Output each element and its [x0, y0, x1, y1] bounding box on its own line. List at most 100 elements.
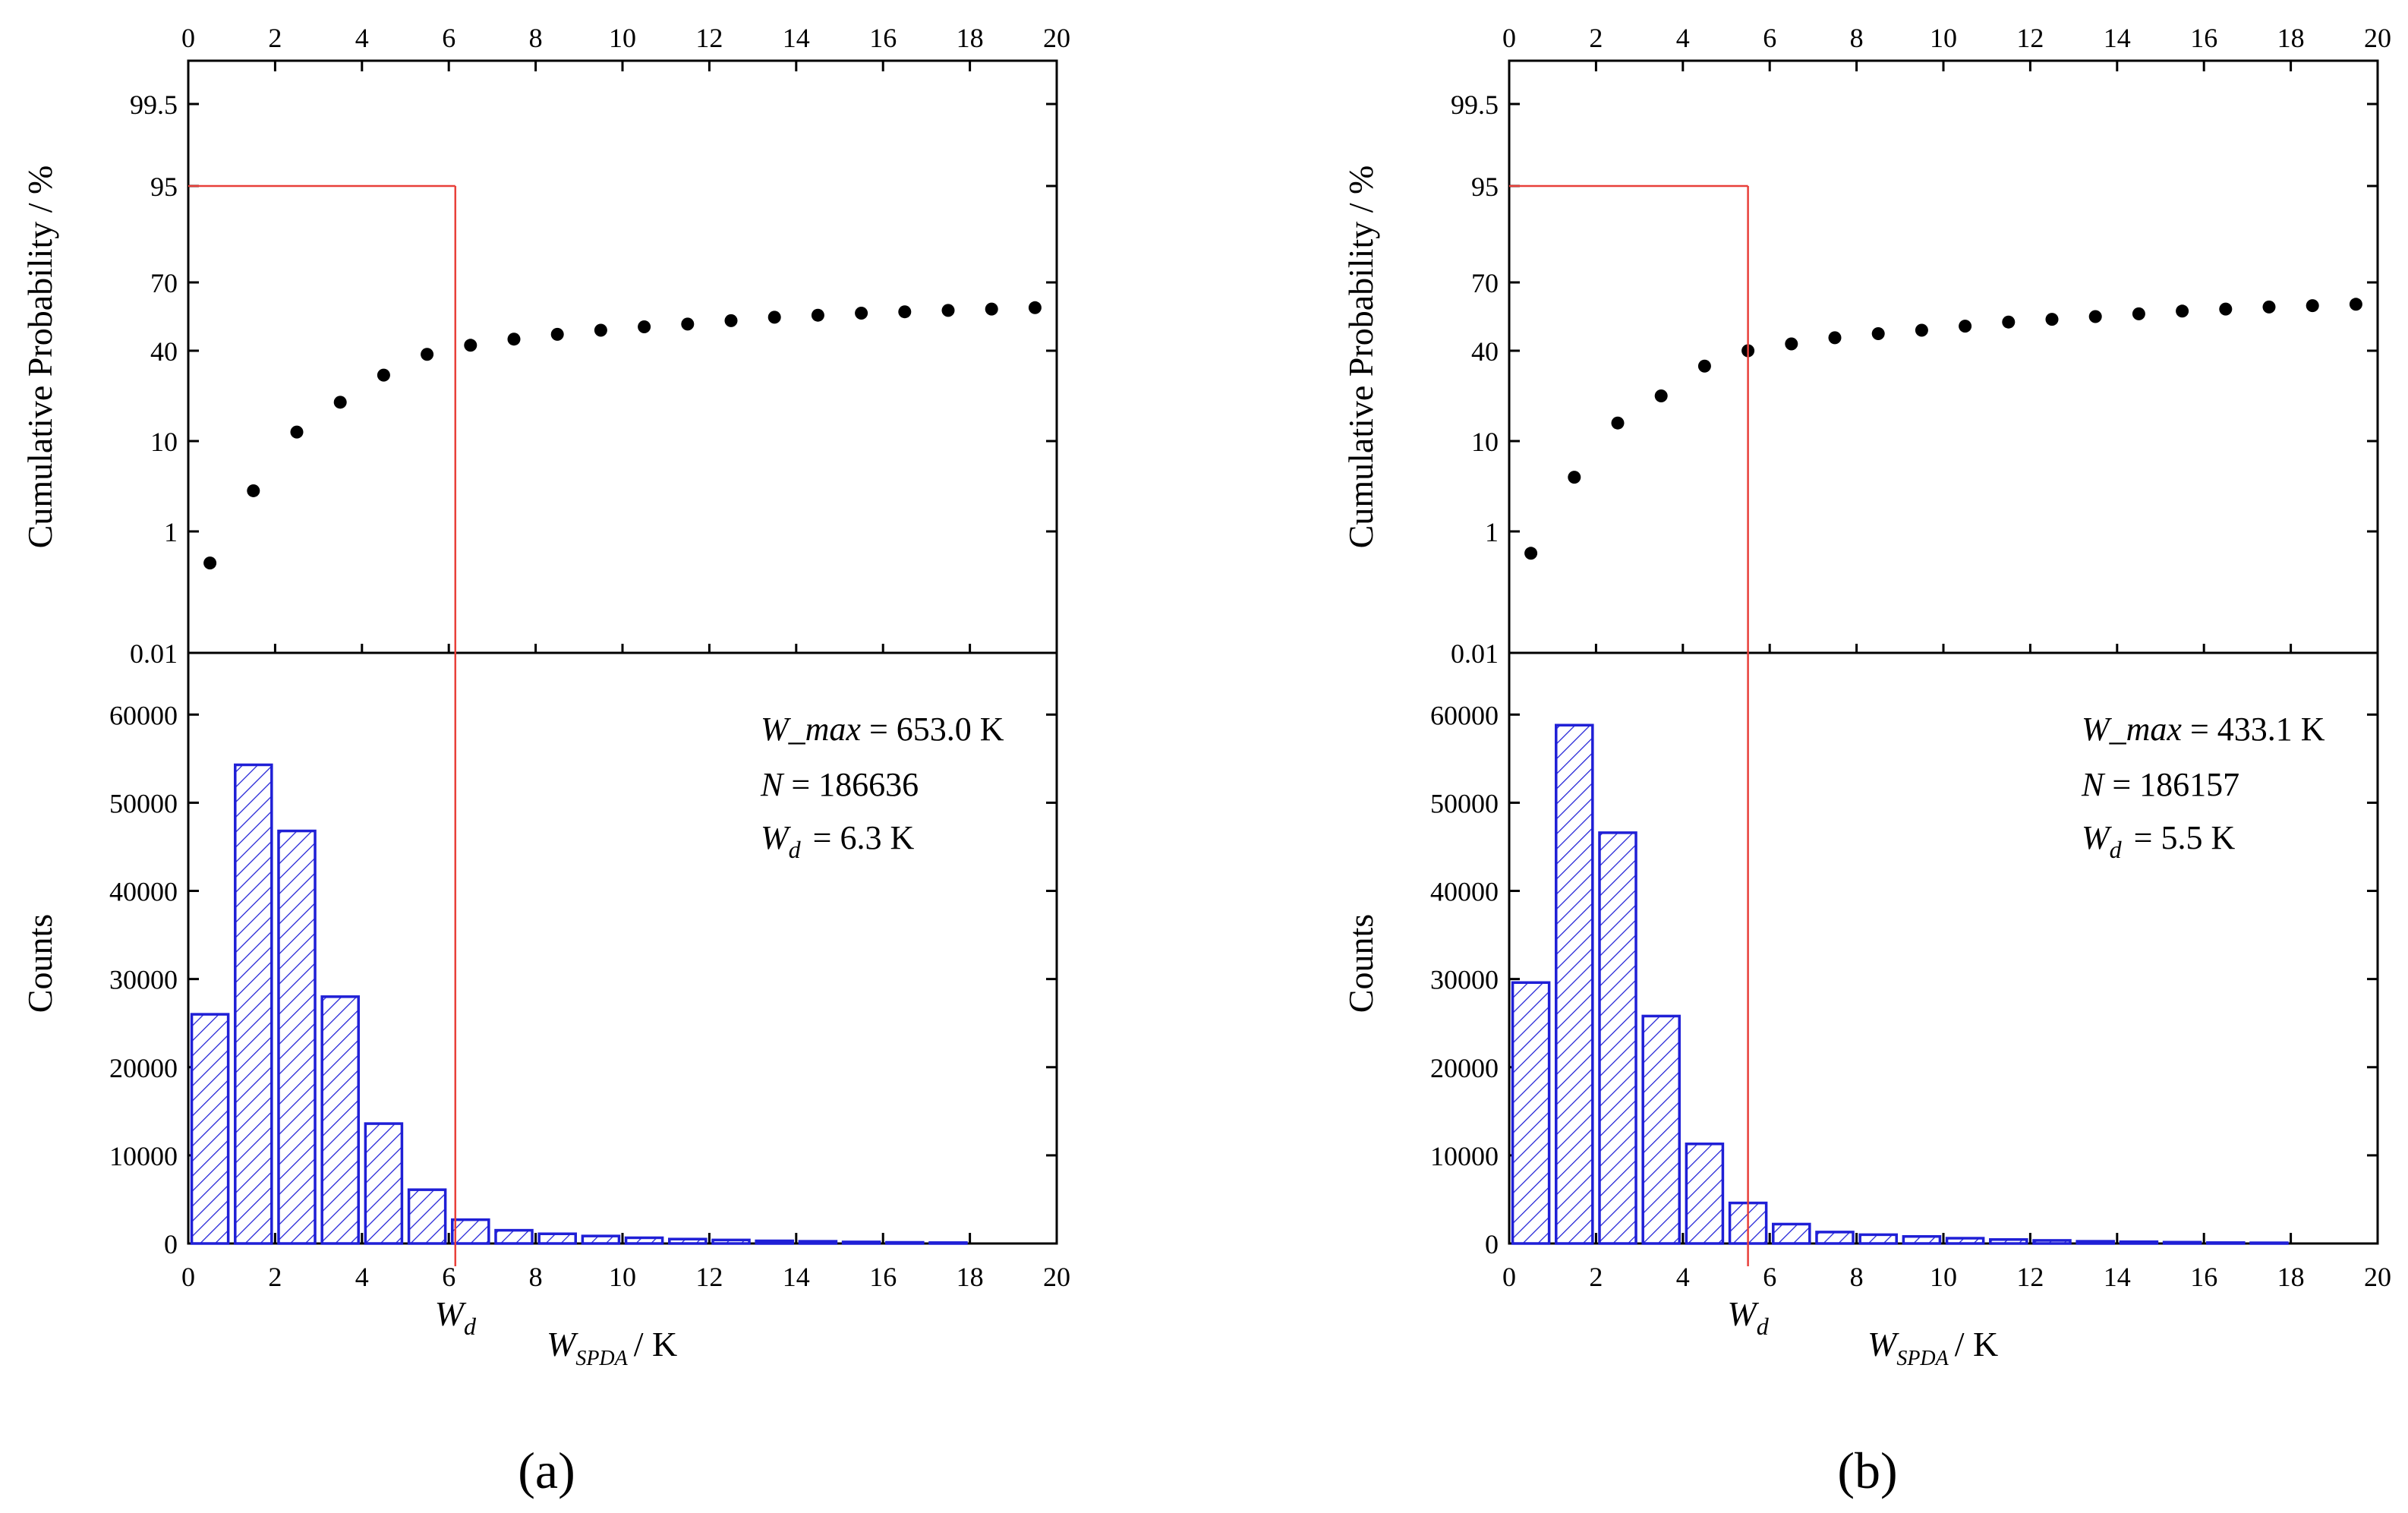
histogram-bar [190, 1013, 230, 1245]
top-x-tick-label: 12 [695, 23, 723, 53]
histogram-bar [624, 1236, 664, 1245]
histogram-y-axis-title: Counts [20, 914, 59, 1013]
bottom-x-tick-label: 2 [268, 1262, 282, 1292]
cumulative-y-tick-label: 95 [1471, 172, 1499, 202]
bottom-x-tick-label: 8 [529, 1262, 543, 1292]
cumulative-point [1524, 547, 1538, 560]
cumulative-point [550, 327, 564, 341]
bottom-x-tick-label: 12 [695, 1262, 723, 1292]
cumulative-y-tick-label: 70 [1471, 268, 1499, 298]
histogram-y-tick-label: 0 [164, 1229, 178, 1259]
histogram-y-tick-label: 0 [1485, 1229, 1499, 1259]
histogram-bar [668, 1237, 708, 1245]
annotation-wd: Wd = 5.5 K [2082, 819, 2235, 863]
chart-panel-b: 002244668810101212141416161818202099.595… [1341, 23, 2391, 1499]
cumulative-point [2219, 302, 2233, 316]
cumulative-point [333, 396, 347, 409]
cumulative-point [1785, 337, 1798, 351]
top-x-tick-label: 18 [2277, 23, 2305, 53]
histogram-bar [798, 1240, 838, 1245]
histogram-y-tick-label: 50000 [109, 788, 178, 818]
bottom-x-tick-label: 16 [2190, 1262, 2217, 1292]
top-x-tick-label: 8 [1850, 23, 1864, 53]
cumulative-point [1828, 331, 1842, 345]
cumulative-point [377, 368, 390, 382]
histogram-bar [1598, 831, 1637, 1245]
cumulative-point [1028, 301, 1042, 314]
cumulative-point [811, 308, 824, 322]
top-x-tick-label: 8 [529, 23, 543, 53]
histogram-y-tick-label: 10000 [1430, 1141, 1499, 1171]
top-x-tick-label: 10 [609, 23, 636, 53]
bottom-x-tick-label: 16 [869, 1262, 897, 1292]
top-x-tick-label: 14 [783, 23, 810, 53]
histogram-bar [320, 995, 360, 1245]
bottom-x-tick-label: 18 [2277, 1262, 2305, 1292]
histogram-bar [537, 1232, 577, 1245]
top-x-tick-label: 20 [1043, 23, 1070, 53]
histogram-bar [407, 1188, 447, 1245]
x-axis-title: WSPDA / K [1867, 1325, 1998, 1370]
bottom-x-tick-label: 4 [355, 1262, 369, 1292]
cumulative-point [421, 348, 434, 361]
cumulative-y-tick-label: 0.01 [1451, 638, 1499, 669]
cumulative-point [2349, 298, 2362, 311]
histogram-bar [1555, 723, 1594, 1245]
histogram-bar [1989, 1238, 2028, 1245]
top-x-tick-label: 12 [2016, 23, 2044, 53]
top-x-tick-label: 6 [1763, 23, 1776, 53]
cumulative-y-tick-label: 99.5 [130, 90, 178, 120]
bottom-x-tick-label: 14 [2104, 1262, 2131, 1292]
cumulative-y-axis-title: Cumulative Probability / % [20, 165, 59, 549]
cumulative-y-axis-title: Cumulative Probability / % [1341, 165, 1380, 549]
top-x-tick-label: 16 [869, 23, 897, 53]
histogram-y-tick-label: 40000 [109, 877, 178, 907]
histogram-bar [1858, 1233, 1898, 1245]
histogram-bar [1685, 1143, 1725, 1245]
cumulative-point [1611, 416, 1625, 430]
top-x-tick-label: 4 [1676, 23, 1690, 53]
histogram-y-tick-label: 30000 [109, 965, 178, 995]
histogram-bar [1641, 1014, 1681, 1245]
bottom-x-tick-label: 20 [2364, 1262, 2391, 1292]
cumulative-y-tick-label: 40 [150, 336, 178, 367]
cumulative-point [638, 320, 651, 333]
cumulative-point [1568, 471, 1581, 484]
histogram-bar [711, 1238, 751, 1245]
cumulative-y-tick-label: 70 [150, 268, 178, 298]
bottom-x-tick-label: 8 [1850, 1262, 1864, 1292]
cumulative-point [855, 307, 868, 320]
bottom-x-tick-label: 6 [442, 1262, 455, 1292]
cumulative-point [203, 556, 217, 570]
histogram-y-tick-label: 20000 [109, 1053, 178, 1083]
cumulative-y-tick-label: 40 [1471, 336, 1499, 367]
annotation-n: N = 186636 [760, 766, 919, 803]
bottom-x-tick-label: 0 [181, 1262, 195, 1292]
bottom-x-tick-label: 0 [1502, 1262, 1516, 1292]
bottom-x-tick-label: 2 [1589, 1262, 1603, 1292]
top-x-tick-label: 0 [181, 23, 195, 53]
top-x-tick-label: 4 [355, 23, 369, 53]
cumulative-point [247, 484, 260, 497]
cumulative-point [1959, 320, 1972, 333]
bottom-x-tick-label: 6 [1763, 1262, 1776, 1292]
histogram-bar [277, 829, 317, 1245]
histogram-bar [2032, 1239, 2072, 1245]
histogram-bar [1945, 1237, 1985, 1245]
histogram-bar [2075, 1240, 2115, 1245]
top-x-tick-label: 10 [1930, 23, 1957, 53]
histogram-bar [234, 763, 273, 1245]
cumulative-point [1871, 327, 1885, 340]
histogram-bar [1511, 981, 1551, 1245]
cumulative-point [2306, 299, 2319, 313]
cumulative-y-tick-label: 10 [1471, 427, 1499, 457]
histogram-bar [885, 1240, 925, 1245]
cumulative-point [1915, 323, 1928, 337]
cumulative-point [464, 339, 478, 352]
histogram-y-tick-label: 50000 [1430, 788, 1499, 818]
annotation-wmax: W_max = 653.0 K [761, 711, 1004, 748]
cumulative-point [2176, 304, 2189, 318]
x-axis-title: WSPDA / K [547, 1325, 677, 1370]
histogram-y-tick-label: 60000 [1430, 700, 1499, 730]
histogram-bar [451, 1218, 490, 1245]
